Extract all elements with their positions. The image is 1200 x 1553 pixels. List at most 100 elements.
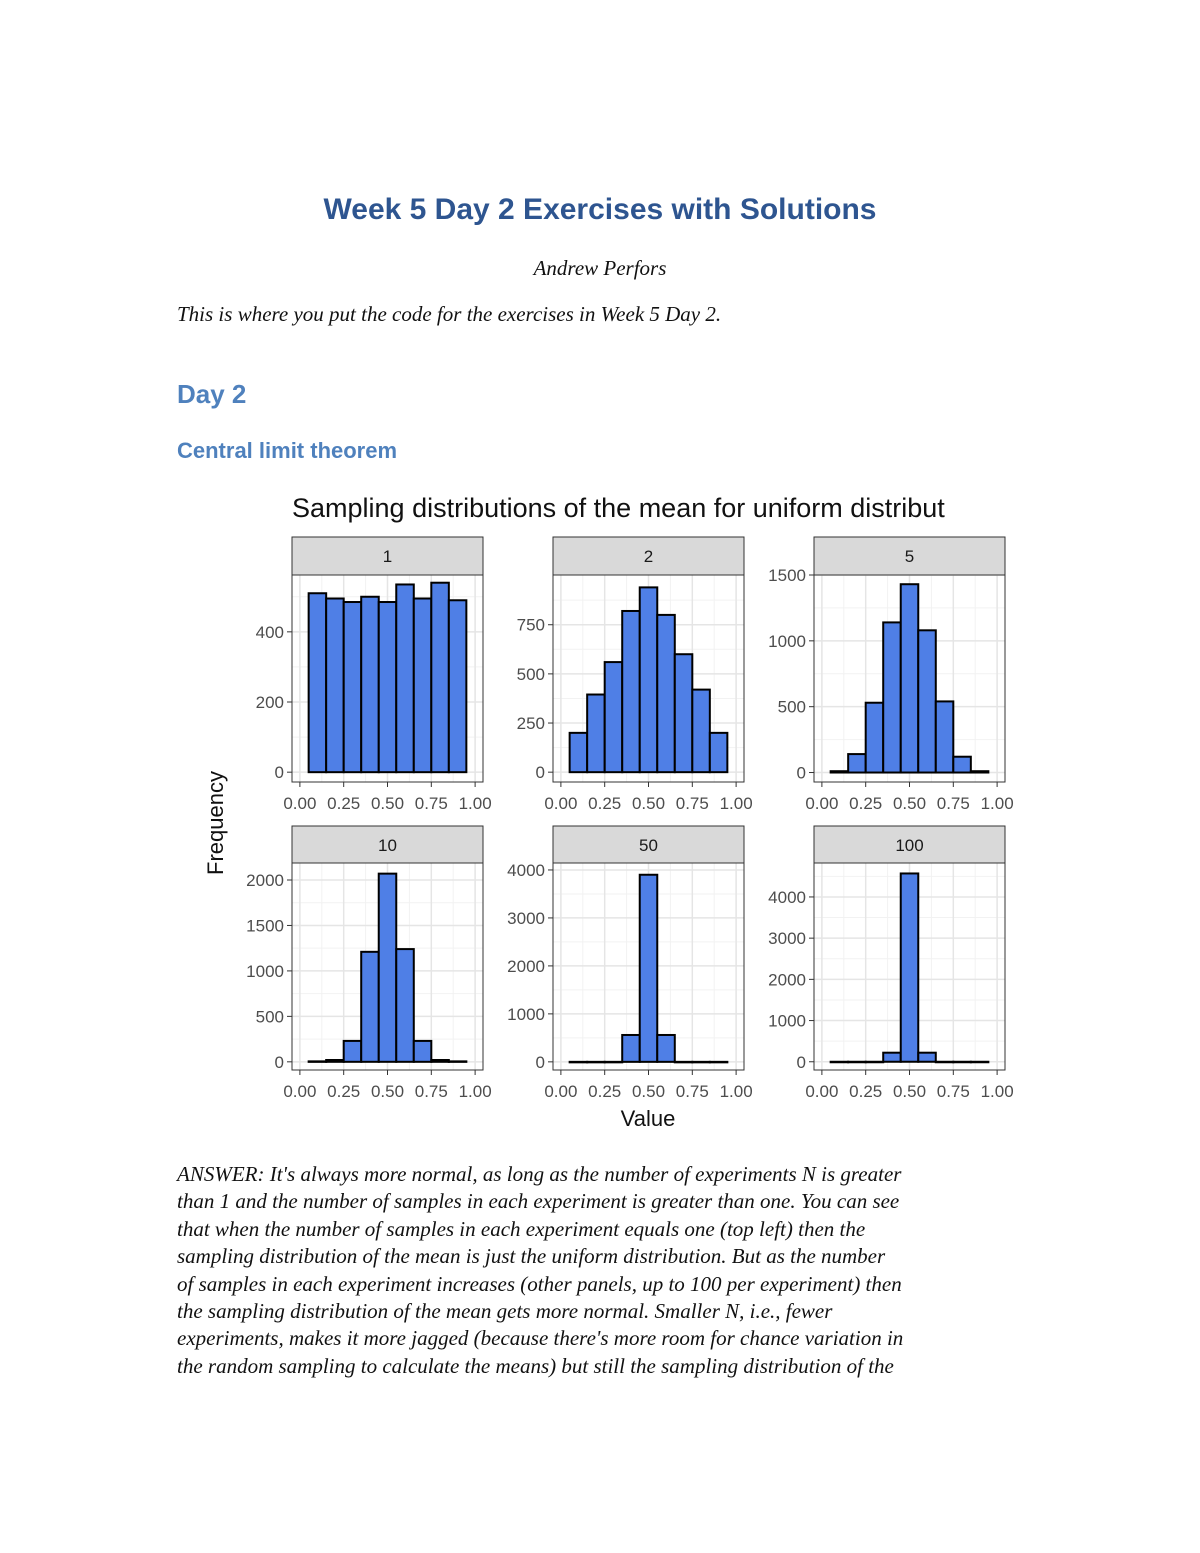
histogram-bar [447, 599, 468, 774]
facet-panel-5: 5 0 500 1000 1500 0.00 0.25 0.50 0.75 1.00 [768, 536, 1014, 813]
facet-strip-label: 100 [895, 836, 923, 855]
facet-strip-label: 50 [639, 836, 658, 855]
histogram-bar [325, 1059, 345, 1063]
y-tick-label: 1000 [246, 962, 284, 981]
x-tick-label: 0.50 [371, 794, 404, 813]
x-axis-label: Value [621, 1106, 676, 1131]
histogram-bar [360, 950, 380, 1063]
facet-panel-50: 50 0 1000 2000 3000 4000 0.00 0.25 0.50 0.75 1.00 [507, 825, 753, 1101]
facet-strip [813, 536, 1006, 576]
histogram-bar [829, 770, 850, 774]
x-tick-label: 0.75 [676, 794, 709, 813]
y-tick-label: 2000 [507, 957, 545, 976]
histogram-bar [673, 1060, 694, 1064]
histogram-bar [586, 693, 606, 774]
document-title: Week 5 Day 2 Exercises with Solutions [323, 193, 877, 226]
y-tick-label: 2000 [246, 871, 284, 890]
y-tick-label: 1000 [768, 632, 806, 651]
histogram-bar [377, 872, 398, 1063]
histogram-bar [621, 1033, 641, 1063]
y-tick-label: 0 [275, 763, 284, 782]
histogram-bar [430, 1059, 450, 1063]
histogram-bar [325, 597, 345, 774]
histogram-bar [917, 1051, 937, 1063]
histogram-bar [412, 1039, 433, 1063]
histogram-bar [969, 770, 990, 774]
facet-panel-2: 2 0 250 500 750 0.00 0.25 0.50 0.75 1.00 [517, 536, 753, 813]
histogram-bar [882, 621, 902, 774]
x-tick-label: 0.25 [327, 794, 360, 813]
histogram-bar [638, 873, 659, 1063]
histogram-bar [934, 1060, 955, 1064]
y-tick-label: 1500 [768, 566, 806, 585]
facet-strip-label: 5 [905, 547, 914, 566]
histogram-bar [917, 629, 937, 774]
x-tick-label: 1.00 [720, 794, 753, 813]
x-tick-label: 0.25 [588, 794, 621, 813]
histogram-bar [691, 1060, 711, 1064]
histogram-bar [568, 731, 589, 774]
y-tick-label: 400 [256, 623, 284, 642]
histogram-bar [691, 688, 711, 774]
x-tick-label: 1.00 [459, 794, 492, 813]
histogram-bar [377, 601, 398, 774]
x-tick-label: 0.50 [371, 1082, 404, 1101]
y-tick-label: 3000 [768, 929, 806, 948]
x-tick-label: 0.75 [415, 794, 448, 813]
histogram-bar [656, 613, 676, 774]
histogram-bar [603, 661, 624, 774]
facet-strip-label: 2 [644, 547, 653, 566]
y-tick-label: 0 [275, 1053, 284, 1072]
x-tick-label: 0.50 [893, 1082, 926, 1101]
y-tick-label: 0 [797, 764, 806, 783]
histogram-bar [847, 753, 867, 774]
y-tick-label: 4000 [768, 888, 806, 907]
x-tick-label: 0.00 [544, 794, 577, 813]
answer-line: that when the number of samples in each … [177, 1216, 866, 1241]
histogram-bar [360, 595, 380, 774]
histogram-bar [864, 1060, 885, 1064]
histogram-bar [882, 1051, 902, 1063]
y-tick-label: 500 [778, 698, 806, 717]
x-tick-label: 1.00 [981, 794, 1014, 813]
histogram-bar [307, 1060, 328, 1063]
histogram-bar [899, 872, 920, 1063]
chart-title: Sampling distributions of the mean for u… [292, 493, 945, 523]
y-tick-label: 0 [797, 1053, 806, 1072]
x-tick-label: 0.00 [283, 794, 316, 813]
x-tick-label: 0.75 [676, 1082, 709, 1101]
x-tick-label: 0.50 [632, 1082, 665, 1101]
answer-line: than 1 and the number of samples in each… [177, 1189, 900, 1214]
answer-line: sampling distribution of the mean is jus… [177, 1244, 886, 1269]
histogram-bar [673, 653, 694, 774]
y-tick-label: 500 [256, 1007, 284, 1026]
histogram-bar [952, 755, 972, 774]
y-tick-label: 4000 [507, 861, 545, 880]
facet-panel-1: 1 0 200 400 0.00 0.25 0.50 0.75 1.00 [256, 536, 492, 813]
y-tick-label: 0 [536, 1053, 545, 1072]
intro-text: This is where you put the code for the e… [177, 302, 722, 326]
facet-strip-label: 1 [383, 547, 392, 566]
histogram-bar [447, 1060, 468, 1063]
histogram-bar [621, 609, 641, 774]
y-tick-label: 2000 [768, 970, 806, 989]
histogram-bar [934, 700, 955, 774]
x-tick-label: 0.00 [544, 1082, 577, 1101]
x-tick-label: 0.25 [849, 794, 882, 813]
histogram-bar [342, 1039, 363, 1063]
histogram-bar [307, 592, 328, 774]
document-author: Andrew Perfors [533, 256, 667, 280]
histogram-bar [586, 1060, 606, 1064]
x-tick-label: 1.00 [981, 1082, 1014, 1101]
y-tick-label: 0 [536, 763, 545, 782]
answer-line: of samples in each experiment increases … [177, 1271, 902, 1296]
facet-strip [552, 536, 745, 576]
x-tick-label: 0.75 [937, 1082, 970, 1101]
section-heading: Day 2 [177, 379, 247, 409]
y-tick-label: 200 [256, 693, 284, 712]
histogram-bar [952, 1060, 972, 1064]
answer-line: the random sampling to calculate the mea… [177, 1353, 894, 1378]
histogram-bar [847, 1060, 867, 1064]
